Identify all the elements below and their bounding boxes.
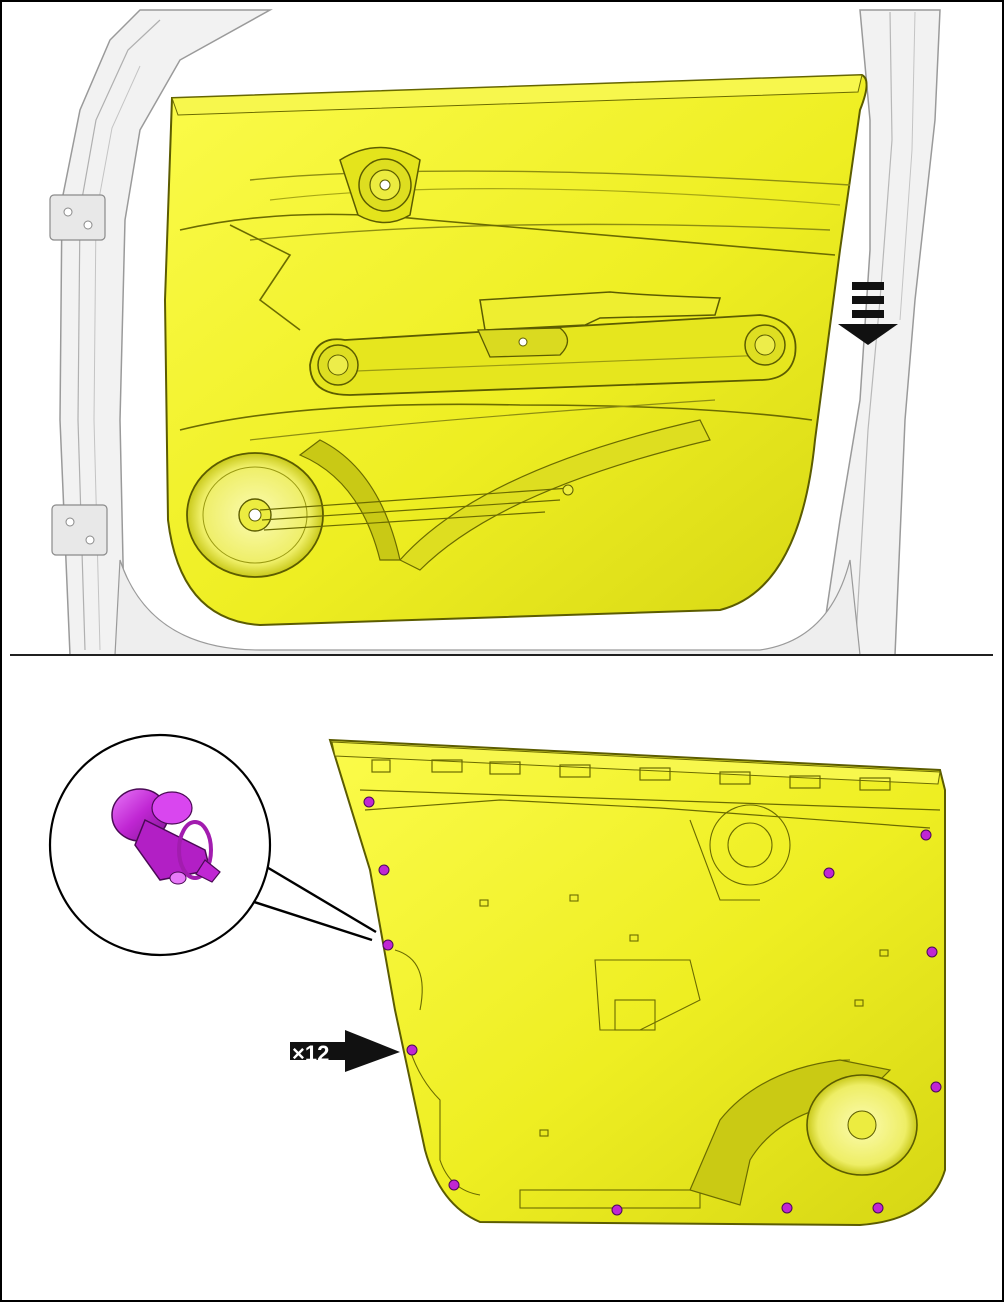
upper-hinge (49, 194, 106, 241)
rear-woofer-speaker (806, 1074, 918, 1176)
retaining-clips (363, 796, 942, 1216)
clip-marker (872, 1202, 884, 1214)
clip-marker (363, 796, 375, 808)
pointer-arrow-icon: ×12 (290, 1030, 400, 1072)
clip-marker (378, 864, 390, 876)
clip-marker (930, 1081, 942, 1093)
clip-marker (611, 1204, 623, 1216)
clip-quantity-label: ×12 (292, 1041, 329, 1066)
bottom-view-panel-back: ×12 (48, 733, 946, 1227)
clip-marker (926, 946, 938, 958)
clip-marker (920, 829, 932, 841)
striped-down-arrow-icon (838, 282, 898, 345)
clip-marker (823, 867, 835, 879)
tweeter-speaker (339, 146, 421, 224)
clip-marker (781, 1202, 793, 1214)
clip-marker (406, 1044, 418, 1056)
push-pin-clip-icon (111, 788, 221, 885)
panel-top-edge (171, 74, 863, 116)
clip-marker (382, 939, 394, 951)
door-release-handle (477, 291, 721, 358)
woofer-speaker (186, 452, 324, 578)
clip-marker (448, 1179, 460, 1191)
top-view-door-installed (49, 9, 941, 654)
door-frame-lower (114, 559, 861, 654)
lower-hinge (51, 504, 108, 556)
clip-detail-callout (48, 733, 377, 957)
